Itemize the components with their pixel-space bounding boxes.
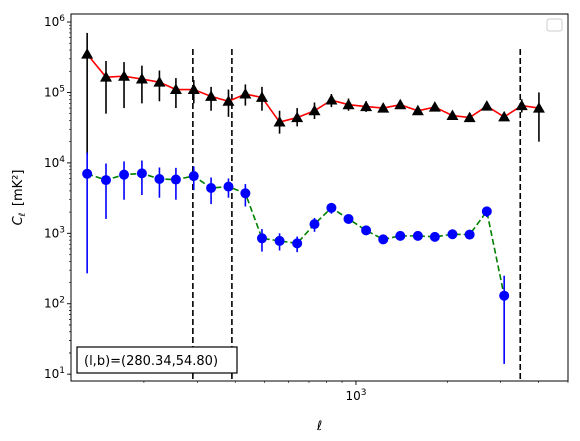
circle-marker [395,230,406,241]
triangle-marker [515,99,528,111]
y-tick-label: 104 [44,155,65,170]
triangle-marker [169,83,182,95]
series-layer [81,32,545,364]
y-tick-label: 102 [44,296,65,311]
series-1 [81,32,545,155]
circle-marker [119,169,130,180]
legend-frame [546,18,563,32]
circle-marker [274,235,285,246]
triangle-marker [377,102,390,113]
y-tick-label: 103 [44,225,65,240]
circle-marker [256,233,267,244]
triangle-marker [81,48,94,59]
triangle-marker [205,90,218,101]
triangle-marker [463,111,476,123]
triangle-marker [446,109,459,121]
triangle-marker [100,71,113,82]
triangle-marker [480,100,493,111]
circle-marker [154,174,165,185]
circle-marker [240,188,251,199]
circle-marker [170,174,181,185]
triangle-marker [308,104,321,116]
circle-marker [188,171,199,182]
y-tick-label: 105 [44,84,65,99]
circle-marker [447,229,458,240]
circle-marker [464,229,475,240]
ticks: 101 102 103 104 105 106 103 [44,14,569,403]
triangle-marker [153,76,166,87]
circle-marker [101,175,112,186]
y-tick-label: 106 [44,14,65,29]
triangle-marker [273,116,286,127]
triangle-marker [291,111,304,123]
triangle-marker [532,102,545,113]
triangle-marker [239,88,252,99]
triangle-marker [135,73,148,84]
circle-marker [82,168,93,179]
circle-marker [206,182,217,193]
axes-frame [70,13,569,382]
legend [546,18,563,32]
y-tick-label: 101 [44,366,65,381]
circle-marker [343,213,354,224]
triangle-marker [428,101,441,112]
annotation-text: (l,b)=(280.34,54.80) [84,354,218,369]
circle-marker [136,168,147,179]
triangle-marker [342,98,355,110]
x-tick-label: 103 [345,388,366,403]
triangle-marker [411,104,424,116]
triangle-marker [187,83,200,95]
circle-marker [429,231,440,242]
triangle-marker [498,110,511,122]
y-axis-label: Cℓ [mK²] [11,170,28,226]
circle-marker [481,206,492,217]
triangle-marker [360,100,373,112]
x-axis-label: ℓ [316,419,322,434]
triangle-marker [255,91,268,102]
circle-marker [412,230,423,241]
circle-marker [499,290,510,301]
triangle-marker [222,95,235,106]
triangle-marker [325,94,338,105]
circle-marker [223,181,234,192]
triangle-marker [394,98,407,110]
circle-marker [326,202,337,213]
circle-marker [361,225,372,236]
series-2 [82,152,510,364]
annotation-box: (l,b)=(280.34,54.80) [76,346,238,374]
annotation-frame [76,346,238,374]
circle-marker [292,238,303,249]
triangle-marker [118,70,131,81]
circle-marker [378,234,389,245]
circle-marker [309,219,320,230]
